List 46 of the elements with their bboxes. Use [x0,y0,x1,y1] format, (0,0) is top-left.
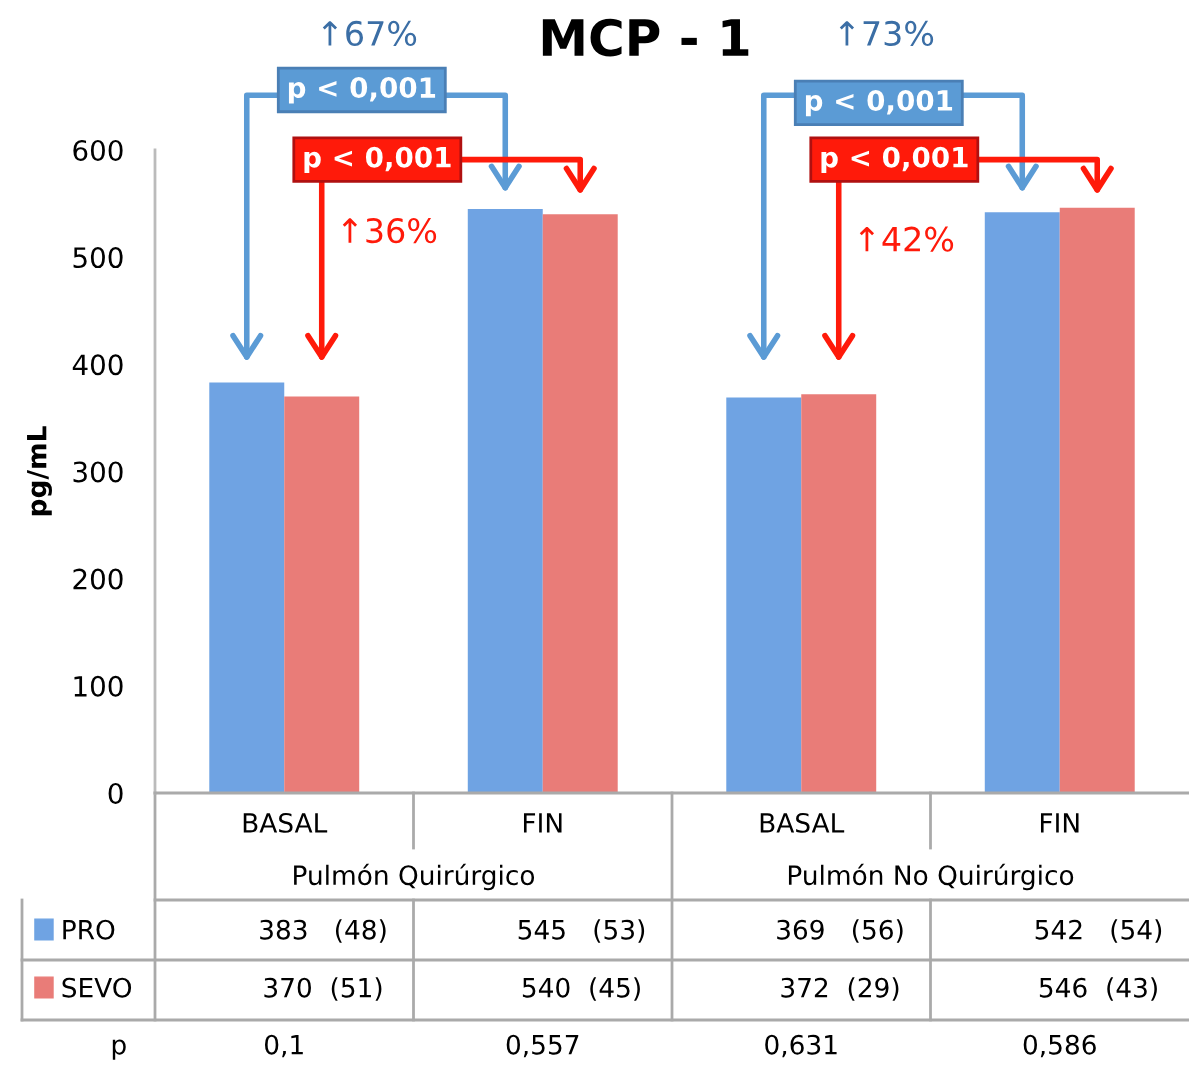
data-label: 540 (45) [522,977,640,1001]
y-tick-label: 500 [73,247,123,269]
text: Pulmón No Quirúrgico [788,863,1074,891]
x-tick-label: BASAL [760,812,845,833]
annotation: ↑36% [342,218,437,244]
data-label: 372 (29) [781,977,899,1001]
y-tick-label: 600 [73,139,123,161]
text: p < 0,001 [805,89,953,117]
y-tick-label: 200 [73,568,123,590]
data-label: 383 (48) [260,919,386,943]
chart-title: MCP - 1 [542,18,749,57]
data-label: 370 (51) [264,977,382,1001]
bar [984,212,1060,793]
text: p < 0,001 [288,77,436,104]
text: 0,557 [506,1034,579,1058]
bar [284,396,360,793]
annotation: ↑42% [859,226,954,252]
x-tick-label: BASAL [243,812,328,833]
annotation: p < 0,001 [304,146,451,174]
x-tick-label: FIN [523,813,562,833]
data-label: 542 (54) [1035,919,1162,943]
text: 0,631 [765,1034,837,1058]
text: p [112,1039,126,1060]
y-tick-label: 100 [74,675,123,697]
y-tick-label: 0 [108,782,123,804]
y-tick-label: 300 [73,461,123,483]
text: 0,1 [265,1034,303,1058]
bar [209,382,285,793]
text: ↑73% [839,20,934,47]
bar [801,394,877,793]
legend-label: PRO [63,919,115,940]
data-label: 546 (43) [1039,977,1157,1001]
text: Pulmón Quirúrgico [294,863,535,891]
text: ↑67% [322,20,417,47]
legend-label: SEVO [62,977,132,998]
x-tick-label: FIN [1040,813,1079,833]
text: 0,586 [1023,1034,1096,1058]
data-label: 369 (56) [777,919,903,943]
annotation: p < 0,001 [821,146,968,174]
data-label: 545 (53) [518,919,645,943]
y-tick-label: 400 [72,354,123,376]
bar [467,208,543,793]
bar [542,214,618,793]
bar [1059,207,1135,793]
y-axis-title: pg/mL [27,426,52,516]
bar [726,397,802,793]
